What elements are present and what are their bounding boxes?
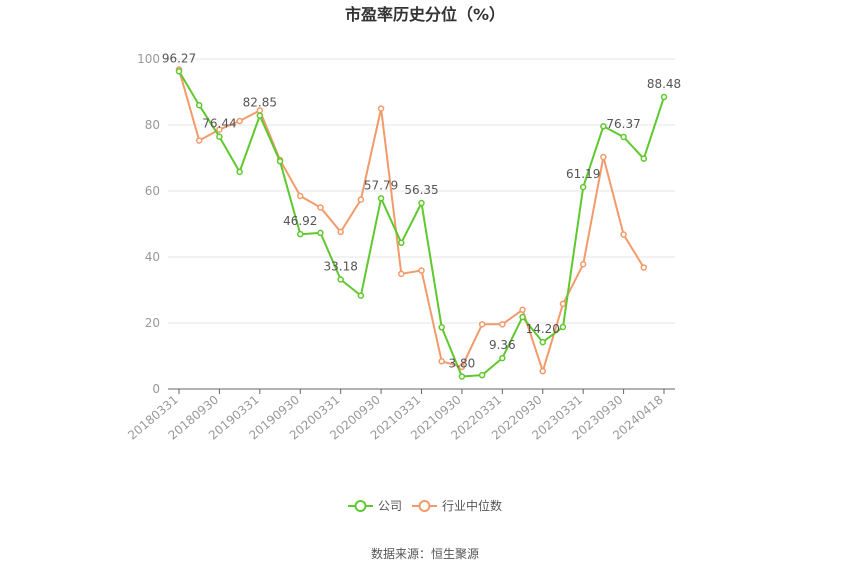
- company-point: [519, 313, 526, 321]
- company-point: [297, 230, 304, 238]
- company-point: [600, 123, 607, 130]
- industry-point: [458, 363, 466, 371]
- industry-point: [579, 261, 587, 268]
- industry-point: [519, 306, 526, 314]
- company-point: [640, 155, 648, 162]
- industry-point: [559, 300, 567, 308]
- y-tick-label: 60: [145, 184, 160, 198]
- company-data-label: 88.48: [647, 77, 681, 91]
- industry-point: [398, 270, 405, 278]
- industry-point: [216, 126, 223, 133]
- industry-point: [478, 321, 486, 328]
- company-point: [256, 112, 264, 119]
- company-point: [236, 168, 243, 176]
- company-point: [499, 354, 506, 362]
- company-data-label: 76.44: [202, 117, 236, 131]
- y-tick-label: 80: [145, 118, 160, 132]
- industry-point: [600, 153, 607, 161]
- industry-point: [539, 367, 546, 375]
- legend-industry-marker: [418, 500, 431, 512]
- company-point: [478, 371, 486, 379]
- company-data-label: 76.37: [606, 117, 640, 131]
- industry-point: [317, 204, 324, 211]
- company-point: [195, 101, 203, 109]
- company-point: [418, 199, 425, 207]
- series-lines: [175, 66, 668, 380]
- industry-point: [377, 105, 385, 112]
- legend-company-marker: [354, 500, 367, 512]
- source-note: 数据来源：恒生聚源: [371, 546, 479, 561]
- company-point: [175, 68, 183, 75]
- legend-industry-label: 行业中位数: [442, 498, 502, 513]
- company-data-label: 61.19: [566, 167, 600, 181]
- data-labels: 96.27 76.44 82.85 46.92 33.18 57.79 56.35 3.80 9…: [162, 51, 681, 370]
- industry-point: [297, 192, 304, 200]
- legend-item-company[interactable]: 公司: [348, 499, 402, 513]
- y-tick-label: 20: [145, 316, 160, 330]
- company-point: [579, 183, 587, 191]
- company-point: [377, 195, 385, 202]
- company-data-label: 96.27: [162, 51, 196, 65]
- y-tick-label: 40: [145, 250, 160, 264]
- industry-point: [236, 117, 243, 125]
- company-point: [559, 323, 567, 331]
- axes: 0204060801002018033120180930201903312019…: [125, 52, 675, 443]
- company-point: [216, 133, 223, 140]
- company-data-label: 9.36: [489, 338, 516, 352]
- company-data-label: 46.92: [283, 214, 317, 228]
- legend-company-label: 公司: [378, 499, 402, 513]
- company-point: [357, 292, 365, 299]
- company-data-label: 57.79: [364, 178, 398, 192]
- y-tick-label: 100: [137, 52, 160, 66]
- legend-item-industry[interactable]: 行业中位数: [412, 498, 502, 513]
- y-tick-label: 0: [152, 382, 160, 396]
- company-point: [438, 324, 445, 331]
- company-point: [660, 93, 668, 101]
- industry-point: [640, 264, 648, 271]
- industry-point: [195, 137, 203, 144]
- grid-lines: [168, 58, 675, 324]
- company-point: [620, 133, 627, 141]
- company-data-label: 14.20: [526, 322, 560, 336]
- company-point: [317, 229, 324, 237]
- industry-point: [620, 231, 627, 238]
- industry-point: [418, 267, 425, 274]
- industry-point: [337, 228, 344, 236]
- company-data-label: 3.80: [449, 356, 476, 370]
- company-data-label: 33.18: [323, 260, 357, 274]
- company-data-label: 82.85: [243, 96, 277, 110]
- industry-point: [357, 196, 365, 203]
- company-point: [458, 373, 466, 380]
- industry-point: [438, 358, 445, 365]
- company-point: [276, 158, 284, 165]
- industry-line: [178, 69, 645, 373]
- company-point: [398, 239, 405, 247]
- company-point: [539, 338, 546, 346]
- company-data-label: 56.35: [404, 183, 438, 197]
- industry-point: [499, 321, 506, 328]
- company-point: [337, 276, 344, 283]
- legend[interactable]: 公司 行业中位数: [348, 498, 502, 513]
- chart-title: 市盈率历史分位（%）: [345, 5, 505, 24]
